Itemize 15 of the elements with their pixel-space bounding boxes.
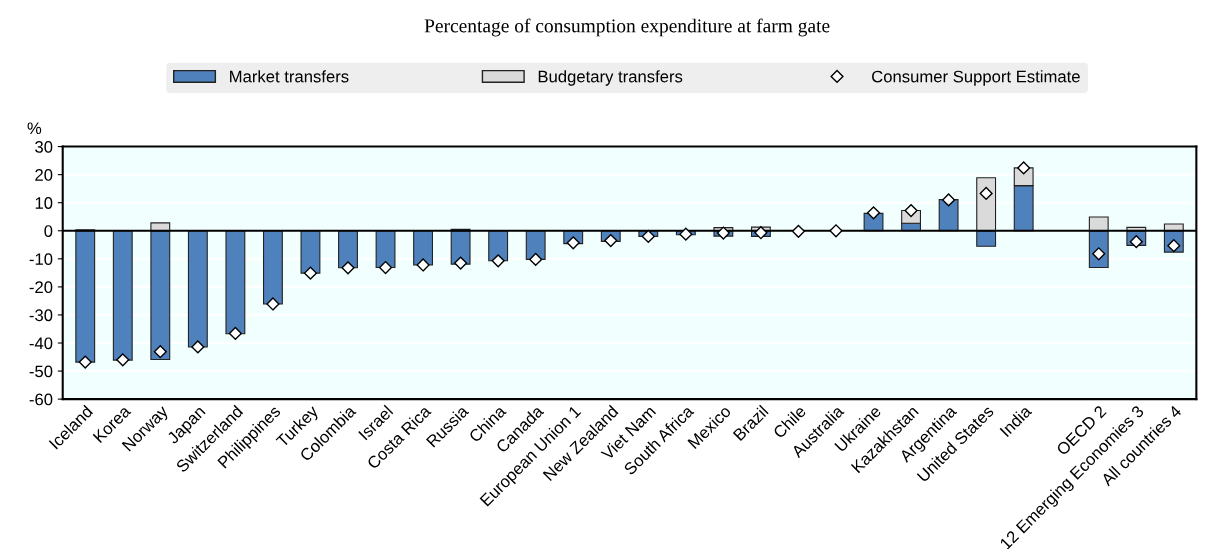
legend-label: Budgetary transfers	[538, 70, 683, 86]
chart-title: Percentage of consumption expenditure at farm gate	[424, 18, 830, 37]
y-tick-label: 30	[35, 140, 53, 153]
y-tick-label: 0	[44, 225, 53, 237]
y-tick-label: -20	[29, 281, 53, 294]
y-tick-label: -60	[29, 393, 53, 406]
legend-label: Consumer Support Estimate	[872, 70, 1080, 86]
y-axis-title: %	[27, 122, 42, 135]
y-tick-label: 20	[35, 169, 53, 181]
y-tick-label: -50	[29, 365, 53, 378]
y-tick-label: -40	[29, 337, 53, 350]
y-tick-label: -30	[29, 309, 53, 322]
legend-label: Market transfers	[230, 70, 349, 83]
y-tick-label: 10	[35, 197, 53, 209]
y-tick-label: -10	[29, 253, 53, 266]
